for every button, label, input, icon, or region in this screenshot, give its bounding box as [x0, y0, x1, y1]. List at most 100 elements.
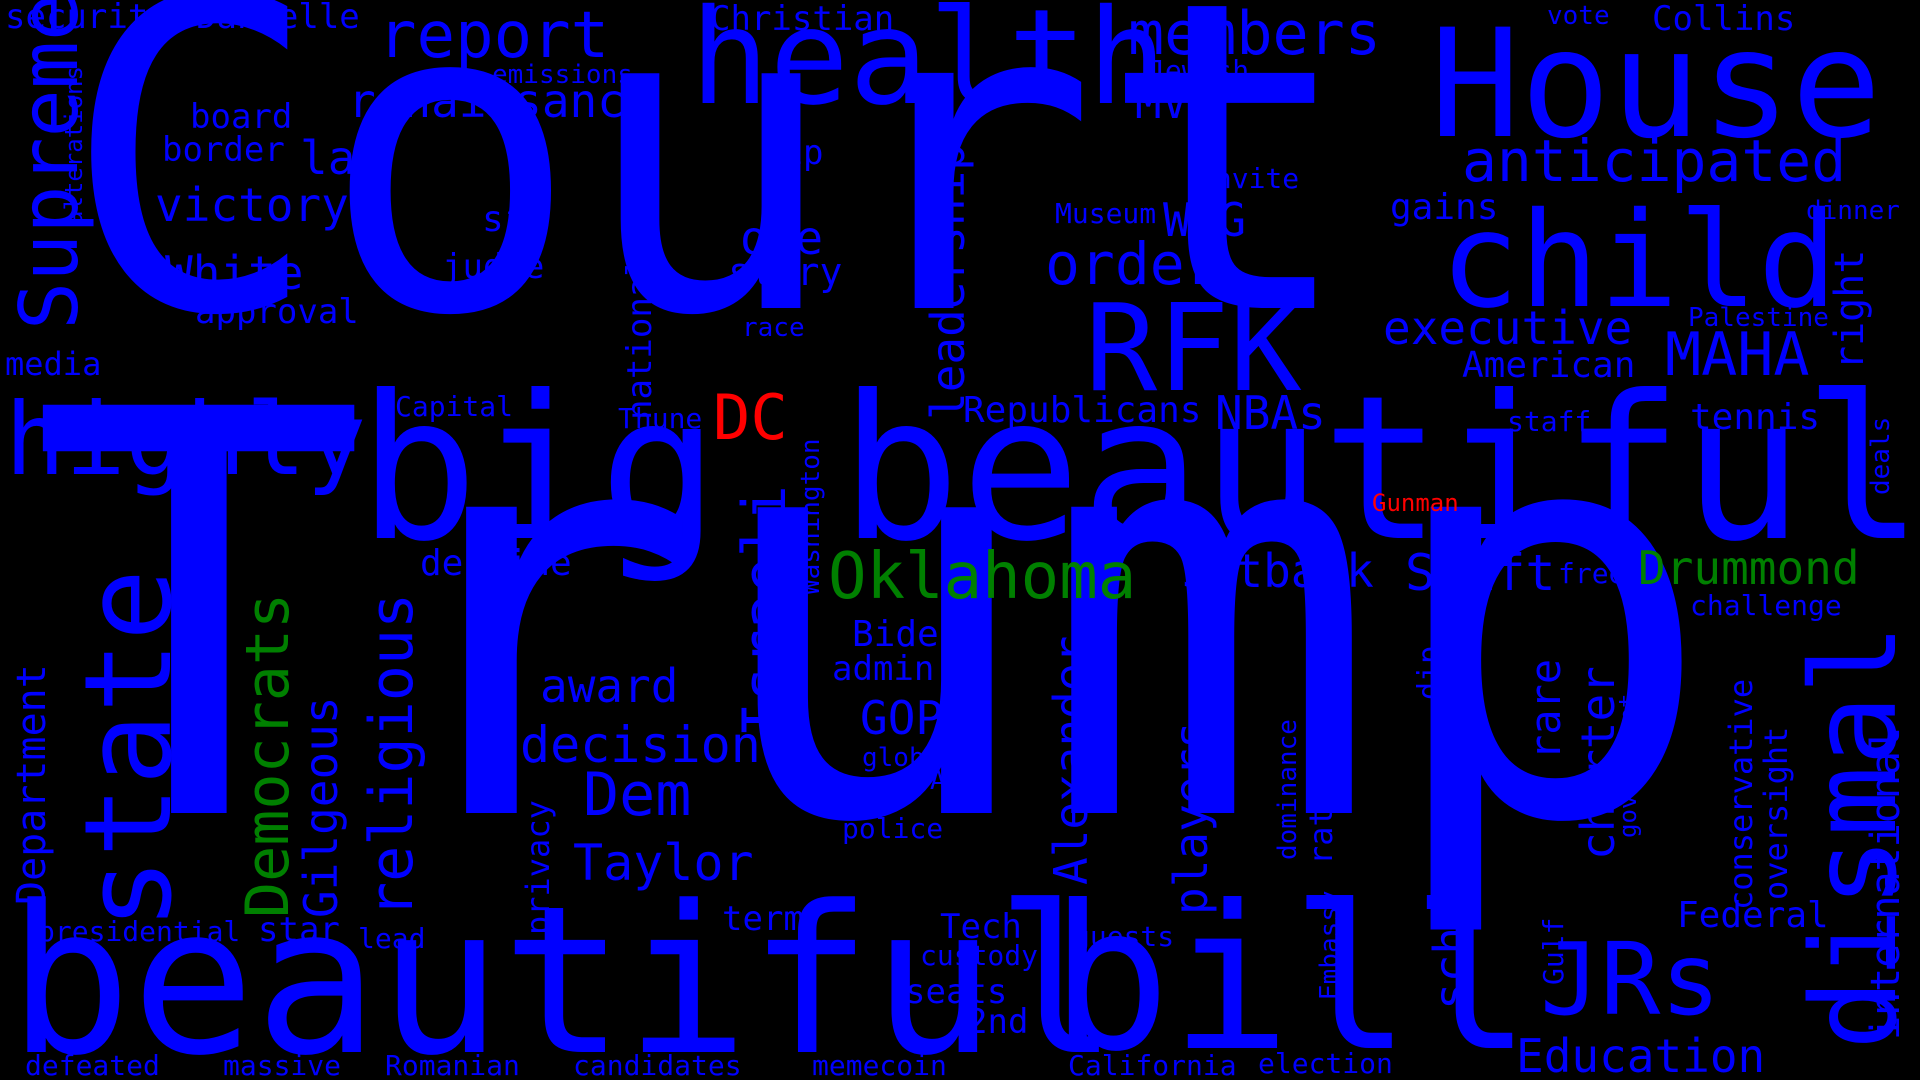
word-emissions: emissions [492, 60, 633, 90]
word-california: California [1068, 1049, 1237, 1080]
word-vote: vote [1547, 1, 1610, 31]
word-israeli: Israeli [730, 485, 800, 738]
word-border: border [162, 130, 285, 170]
word-international: international [1863, 726, 1909, 1040]
word-right: right [1827, 249, 1873, 370]
word-sin: sin [482, 199, 548, 240]
word-report: report [378, 0, 610, 73]
word-highly: highly [5, 381, 367, 498]
word-department: Department [9, 664, 55, 905]
word-swift: Swift [1405, 544, 1556, 602]
word-security: security [5, 0, 169, 37]
word-ratings: ratings [1302, 730, 1340, 865]
word-federal: Federal [1677, 895, 1829, 936]
word-capital: Capital [395, 390, 514, 423]
word-child: child [1440, 184, 1838, 338]
word-tech: Tech [940, 907, 1022, 947]
word-challenge: challenge [1690, 589, 1842, 622]
word-gop: GOP [860, 691, 944, 745]
word-victory: victory [155, 178, 349, 232]
word-invite: invite [1198, 162, 1300, 195]
word-palestine: Palestine [1688, 303, 1829, 333]
word-jrs: JRs [1540, 921, 1721, 1038]
word-white: White [165, 246, 304, 300]
word-ai: AI [930, 766, 962, 796]
word-alterations: alterations [60, 66, 88, 225]
word-2nd: 2nd [967, 1002, 1029, 1042]
word-romanian: Romanian [385, 1049, 520, 1080]
word-players: players [1164, 721, 1218, 915]
word-gunman: Gunman [1372, 489, 1459, 517]
word-award: award [540, 659, 679, 713]
word-executive: executive [1383, 301, 1633, 355]
word-washington: Washington [796, 438, 826, 595]
word-house: House [1430, 0, 1882, 172]
word-members: members [1128, 0, 1381, 69]
word-police: police [842, 812, 944, 845]
word-free: free [1558, 557, 1626, 590]
word-beautiful-middle: beautiful [840, 353, 1920, 586]
word-media: media [5, 345, 102, 383]
word-guests: guests [1073, 920, 1175, 953]
word-tennis: tennis [1690, 397, 1821, 438]
word-leadership: leadership [921, 143, 975, 420]
word-trump: Trump [30, 294, 1716, 946]
word-custody: custody [920, 939, 1039, 972]
word-bill: bill [1050, 863, 1532, 1080]
word-museum: Museum [1055, 197, 1157, 230]
word-lap: lap [300, 131, 384, 185]
word-dc: DC [713, 381, 788, 454]
word-court: Court [62, 0, 1357, 410]
word-collins: Collins [1652, 0, 1796, 39]
word-american: American [1462, 345, 1636, 386]
word-religious: religious [357, 592, 427, 918]
word-big: big [358, 353, 720, 586]
word-approval: approval [195, 292, 359, 332]
word-tip: Tip [762, 133, 824, 173]
word-oklahoma: Oklahoma [828, 540, 1137, 614]
word-mvp: MVP [1135, 78, 1215, 129]
word-christian: Christian [710, 0, 895, 39]
word-dip: dip [1412, 645, 1447, 700]
word-privacy: privacy [519, 800, 557, 935]
word-memecoin: memecoin [812, 1049, 947, 1080]
word-schools: schools [1424, 816, 1478, 1010]
word-taylor: Taylor [573, 834, 754, 892]
word-presidential: presidential [38, 915, 241, 948]
word-deals: deals [1866, 416, 1896, 495]
word-nbas: NBAs [1215, 386, 1326, 440]
word-drummond: Drummond [1638, 541, 1860, 595]
word-decline: decline [420, 543, 572, 584]
word-rfk: RFK [1085, 280, 1302, 419]
word-embassy: Embassy [1315, 890, 1345, 1000]
word-health: health [690, 0, 1167, 135]
word-setback: setback [1180, 544, 1374, 598]
word-conservative: conservative [1722, 678, 1760, 910]
word-jewish: Jewish [1148, 54, 1250, 87]
word-wag: WAG [1163, 193, 1247, 247]
word-alexander: Alexander [1044, 635, 1098, 885]
word-government: government [1614, 693, 1642, 839]
word-dem: Dem [583, 760, 692, 830]
word-education: Education [1516, 1029, 1766, 1080]
word-beautiful-bottom: beautiful [8, 863, 1119, 1080]
word-maha: MAHA [1665, 320, 1810, 390]
word-one: one [740, 211, 824, 265]
word-thune: Thune [618, 402, 703, 435]
word-apps: apps [828, 771, 910, 811]
word-judge: judge [442, 247, 545, 287]
word-candidates: candidates [573, 1049, 742, 1080]
word-seats: seats [905, 972, 1008, 1012]
word-danielle: Danielle [196, 0, 360, 37]
word-staff: staff [1507, 405, 1592, 438]
word-massive: massive [223, 1049, 342, 1080]
word-anticipated: anticipated [1462, 127, 1847, 195]
word-admin: admin [832, 649, 935, 689]
word-biden: Biden [852, 614, 961, 655]
word-term: term [722, 899, 804, 939]
word-dinner: dinner [1806, 196, 1900, 226]
word-gulf: Gulf [1537, 917, 1570, 985]
word-election: election [1258, 1047, 1393, 1080]
word-gains: gains [1390, 187, 1499, 228]
